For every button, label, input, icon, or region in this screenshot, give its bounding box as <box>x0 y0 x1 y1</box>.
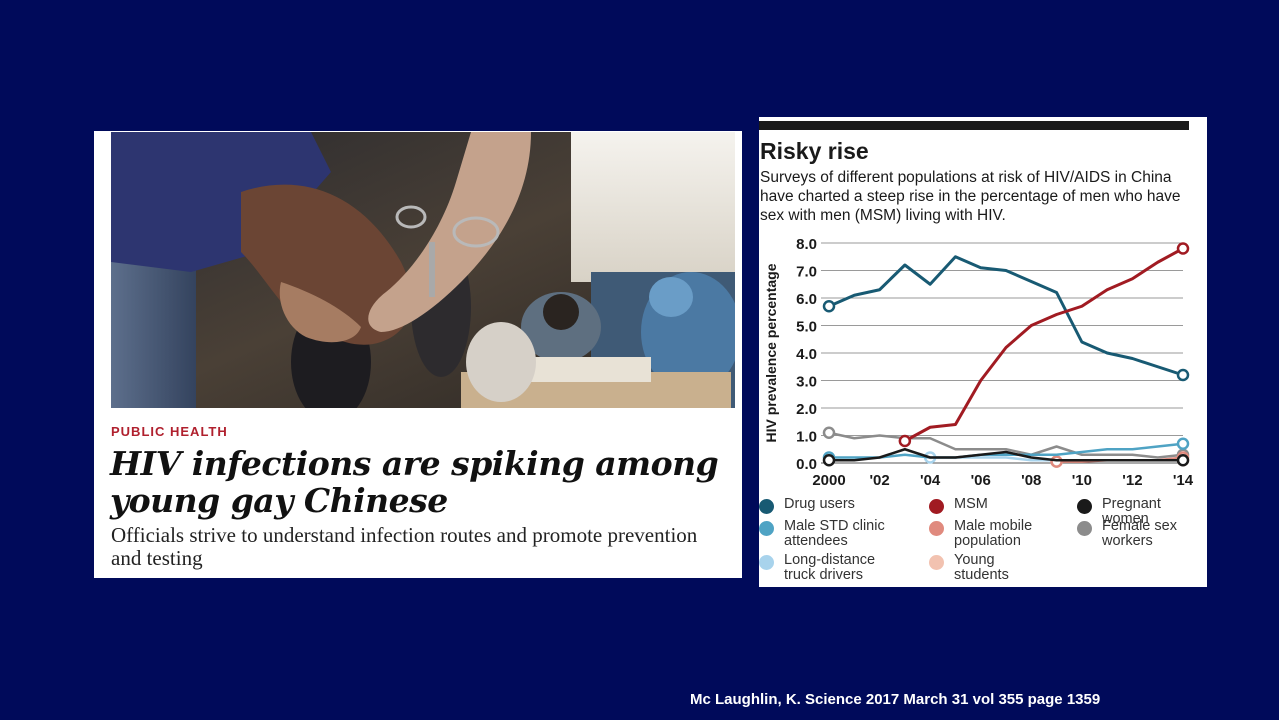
x-tick-label: '10 <box>1072 472 1092 489</box>
x-tick-label: 2000 <box>812 472 845 489</box>
series-marker-pregnant_women <box>822 454 836 467</box>
legend-label: Female sex workers <box>1102 518 1177 549</box>
series-marker-pregnant_women <box>1176 454 1190 467</box>
legend-swatch <box>759 521 774 536</box>
chart-title: Risky rise <box>760 138 869 164</box>
legend-item-drug_users: Drug users <box>759 497 855 514</box>
legend-label: MSM <box>954 496 988 512</box>
series-marker-male_mobile <box>1050 455 1063 468</box>
series-marker-msm <box>898 434 912 448</box>
chart-legend: Drug users MSM Pregnant women Male STD clini… <box>759 495 1207 587</box>
legend-swatch <box>1077 521 1092 536</box>
legend-item-truck_drivers: Long-distance truck drivers <box>759 553 875 583</box>
series-line-msm <box>903 247 1185 443</box>
legend-label: Male mobile population <box>954 518 1033 549</box>
legend-label: Male STD clinic attendees <box>784 518 885 549</box>
y-tick-label: 7.0 <box>796 264 817 281</box>
y-tick-label: 6.0 <box>796 291 817 308</box>
handcuffed-hands-photo <box>111 132 735 408</box>
series-marker-drug_users <box>1176 368 1190 382</box>
article-deck: Officials strive to understand infection… <box>111 523 698 570</box>
legend-item-pregnant_women: Pregnant women <box>1077 497 1161 527</box>
legend-swatch <box>1077 499 1092 514</box>
series-line-pregnant_women <box>827 448 1185 462</box>
legend-swatch <box>759 555 774 570</box>
x-tick-label: '14 <box>1173 472 1194 489</box>
y-tick-label: 5.0 <box>796 319 817 336</box>
legend-label: Young students <box>954 552 1009 583</box>
series-marker-female_sex_workers <box>822 426 836 439</box>
legend-item-msm: MSM <box>929 497 988 514</box>
legend-item-female_sex_workers: Female sex workers <box>1077 519 1177 549</box>
legend-item-male_std: Male STD clinic attendees <box>759 519 885 549</box>
y-tick-label: 3.0 <box>796 374 817 391</box>
x-tick-label: '04 <box>920 472 941 489</box>
y-tick-label: 8.0 <box>796 236 817 253</box>
y-tick-label: 4.0 <box>796 346 817 363</box>
article-headline: HIV infections are spiking among young g… <box>110 444 719 520</box>
citation-text: Mc Laughlin, K. Science 2017 March 31 vo… <box>690 691 1101 708</box>
section-label: PUBLIC HEALTH <box>111 424 228 439</box>
series-marker-msm <box>1176 242 1190 255</box>
figure-top-rule <box>759 121 1189 130</box>
series-line-male_std <box>827 442 1185 459</box>
legend-label: Pregnant women <box>1102 496 1161 527</box>
line-chart: 0.0 1.0 2.0 3.0 4.0 5.0 6.0 7.0 8.0 2000 '02 '04 '06… <box>763 236 1194 489</box>
x-tick-label: '08 <box>1021 472 1041 489</box>
legend-label: Long-distance truck drivers <box>784 552 876 583</box>
series-line-female_sex_workers <box>827 431 1185 459</box>
legend-label: Drug users <box>784 496 855 512</box>
legend-swatch <box>929 521 944 536</box>
chart-figure: Risky rise Surveys of different populati… <box>759 117 1207 587</box>
y-tick-label: 0.0 <box>796 456 817 473</box>
article-photo <box>111 132 735 408</box>
legend-item-young_students: Young students <box>929 553 1009 583</box>
legend-swatch <box>759 499 774 514</box>
x-tick-label: '06 <box>971 472 991 489</box>
chart-subtitle: Surveys of different populations at risk… <box>760 169 1181 224</box>
legend-swatch <box>929 499 944 514</box>
y-axis-label: HIV prevalence percentage <box>763 263 779 442</box>
legend-item-male_mobile: Male mobile population <box>929 519 1032 549</box>
x-tick-label: '12 <box>1122 472 1142 489</box>
x-tick-label: '02 <box>869 472 889 489</box>
y-tick-label: 2.0 <box>796 401 817 418</box>
article-clipping: PUBLIC HEALTH HIV infections are spiking… <box>94 131 742 578</box>
legend-swatch <box>929 555 944 570</box>
series-line-drug_users <box>827 255 1185 377</box>
series-marker-male_std <box>1176 437 1190 450</box>
y-tick-label: 1.0 <box>796 429 817 446</box>
series-marker-drug_users <box>822 300 836 313</box>
